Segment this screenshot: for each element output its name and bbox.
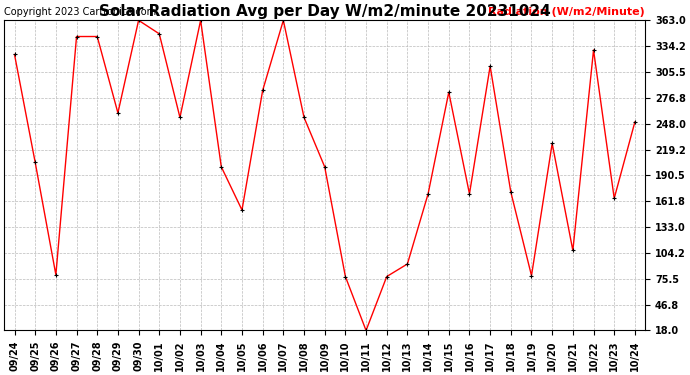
Point bbox=[340, 273, 351, 279]
Point bbox=[505, 189, 516, 195]
Point bbox=[195, 17, 206, 23]
Point bbox=[112, 110, 124, 116]
Point bbox=[9, 51, 20, 57]
Point bbox=[609, 195, 620, 201]
Point bbox=[588, 47, 599, 53]
Point bbox=[257, 87, 268, 93]
Point bbox=[361, 327, 372, 333]
Point bbox=[422, 191, 433, 197]
Point bbox=[216, 164, 227, 170]
Point bbox=[567, 248, 578, 254]
Point bbox=[50, 272, 61, 278]
Point bbox=[319, 164, 331, 170]
Point bbox=[629, 119, 640, 125]
Point bbox=[278, 17, 289, 23]
Point bbox=[299, 114, 310, 120]
Point bbox=[30, 159, 41, 165]
Point bbox=[546, 141, 558, 147]
Point bbox=[464, 191, 475, 197]
Point bbox=[154, 31, 165, 37]
Point bbox=[237, 207, 248, 213]
Point bbox=[175, 114, 186, 120]
Text: Radiation (W/m2/Minute): Radiation (W/m2/Minute) bbox=[489, 7, 645, 17]
Point bbox=[402, 261, 413, 267]
Point bbox=[484, 63, 495, 69]
Point bbox=[71, 33, 82, 39]
Title: Solar Radiation Avg per Day W/m2/minute 20231024: Solar Radiation Avg per Day W/m2/minute … bbox=[99, 4, 551, 19]
Point bbox=[443, 89, 454, 95]
Point bbox=[526, 273, 537, 279]
Point bbox=[92, 33, 103, 39]
Point bbox=[133, 17, 144, 23]
Text: Copyright 2023 Cartronics.com: Copyright 2023 Cartronics.com bbox=[4, 7, 157, 17]
Point bbox=[381, 273, 392, 279]
